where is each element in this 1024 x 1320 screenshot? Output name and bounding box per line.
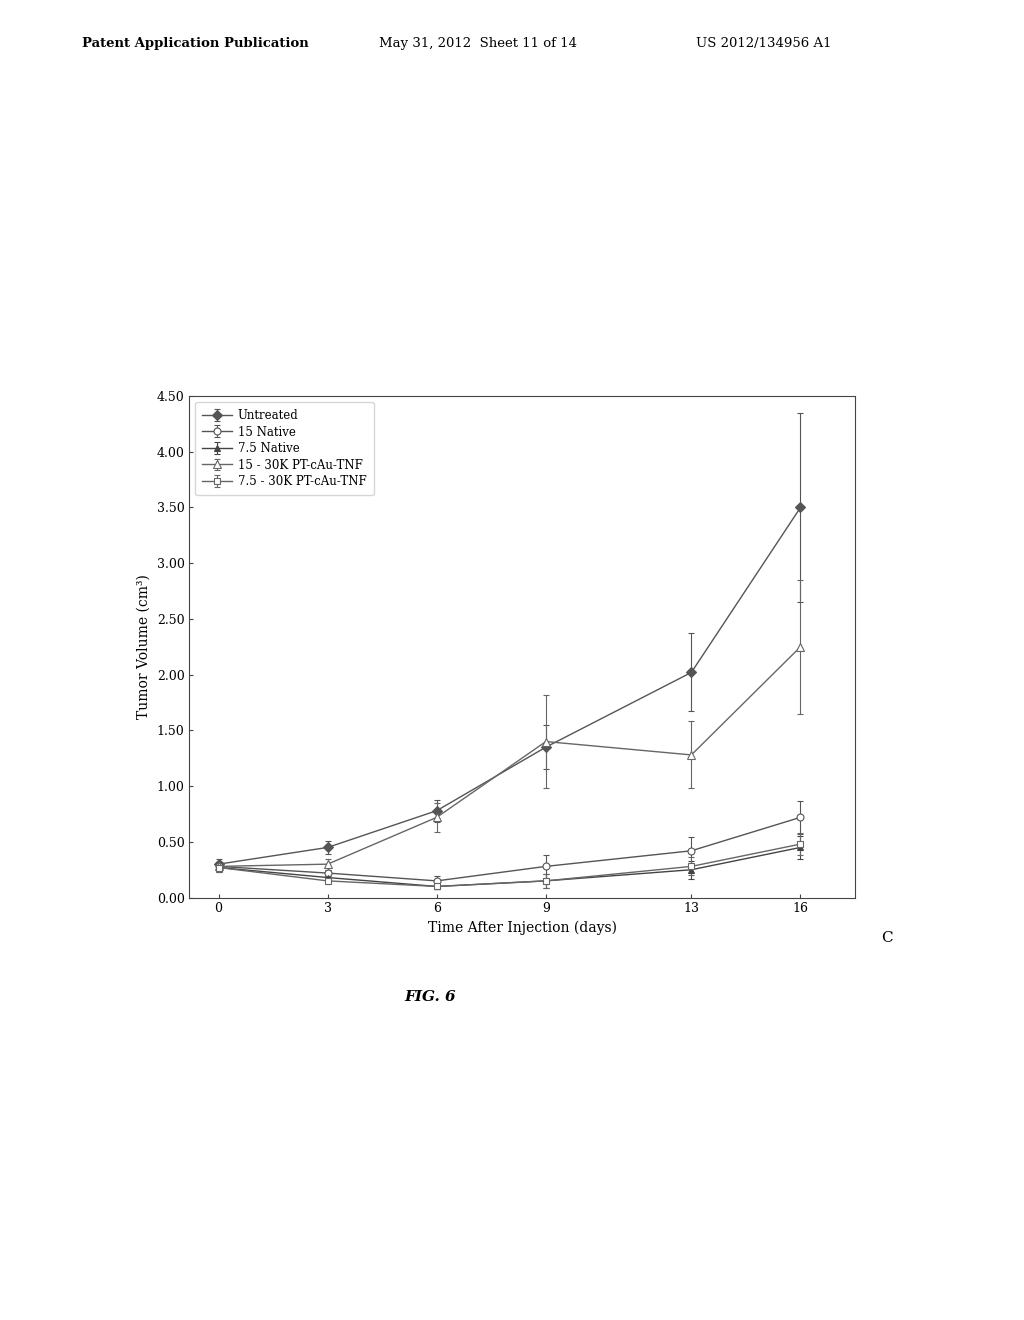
Text: FIG. 6: FIG. 6: [404, 990, 456, 1003]
Text: May 31, 2012  Sheet 11 of 14: May 31, 2012 Sheet 11 of 14: [379, 37, 577, 50]
Legend: Untreated, 15 Native, 7.5 Native, 15 - 30K PT-cAu-TNF, 7.5 - 30K PT-cAu-TNF: Untreated, 15 Native, 7.5 Native, 15 - 3…: [196, 401, 374, 495]
Text: C: C: [881, 931, 892, 945]
Text: Patent Application Publication: Patent Application Publication: [82, 37, 308, 50]
Text: US 2012/134956 A1: US 2012/134956 A1: [696, 37, 831, 50]
X-axis label: Time After Injection (days): Time After Injection (days): [428, 921, 616, 936]
Y-axis label: Tumor Volume (cm³): Tumor Volume (cm³): [137, 574, 152, 719]
